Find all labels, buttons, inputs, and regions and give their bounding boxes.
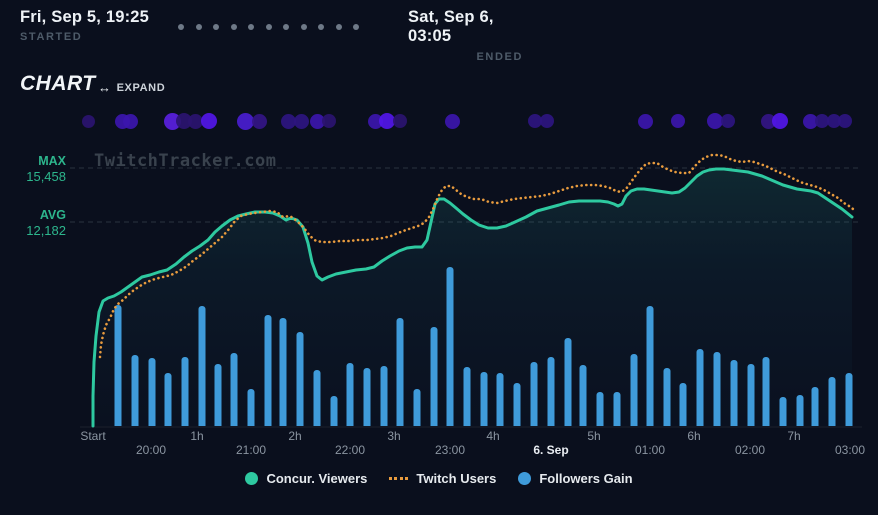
dotted-line-marker-icon (389, 477, 409, 480)
stream-event-dot[interactable] (637, 113, 653, 129)
x-axis-tick: 1h (190, 429, 204, 443)
stream-start-datetime: Fri, Sep 5, 19:25 (20, 8, 150, 26)
max-viewers-label: MAX (38, 154, 66, 168)
stream-event-dot[interactable] (309, 113, 325, 129)
legend-label: Concur. Viewers (266, 471, 368, 486)
stream-event-dot[interactable] (367, 113, 383, 129)
stream-event-dot[interactable] (707, 113, 723, 129)
legend-item-twitch-users[interactable]: Twitch Users (389, 471, 496, 486)
stream-event-dot[interactable] (827, 114, 841, 128)
stream-event-dot[interactable] (838, 114, 852, 128)
x-axis-tick: 03:00 (834, 443, 866, 457)
x-axis-tick: 3h (387, 429, 401, 443)
expand-button-label: EXPAND (116, 81, 166, 94)
x-axis-tick: 6h (687, 429, 701, 443)
separator-dot (195, 24, 202, 30)
legend-item-concur-viewers[interactable]: Concur. Viewers (245, 471, 367, 486)
separator-dot (265, 24, 272, 30)
x-axis-tick: 7h (787, 429, 801, 443)
stream-event-dot[interactable] (201, 113, 217, 129)
legend-label: Twitch Users (416, 471, 497, 486)
ended-label: ENDED (476, 51, 523, 63)
separator-dot (353, 24, 359, 30)
x-axis-tick: 02:00 (734, 443, 766, 457)
stream-event-dot[interactable] (293, 113, 309, 129)
stream-event-dot[interactable] (802, 113, 818, 129)
separator-dot (213, 24, 219, 30)
x-axis-tick: 01:00 (634, 443, 666, 457)
twitchtracker-watermark: TwitchTracker.com (94, 151, 277, 171)
stream-event-dot[interactable] (540, 114, 554, 128)
expand-chart-button[interactable]: ↔ EXPAND (98, 80, 165, 95)
stream-end-datetime: Sat, Sep 6, 03:05 (408, 8, 494, 45)
stream-event-dot[interactable] (671, 114, 685, 128)
stream-event-dot[interactable] (772, 113, 788, 129)
x-axis-tick: 4h (486, 429, 500, 443)
circle-marker-icon (245, 472, 259, 485)
stream-event-dot[interactable] (187, 113, 203, 129)
chart-section-title: CHART (20, 72, 96, 95)
stream-event-dot[interactable] (815, 114, 829, 128)
separator-dot (318, 24, 324, 30)
avg-viewers-value: 12,182 (26, 223, 66, 238)
separator-dot (283, 24, 289, 30)
x-axis-tick: 23:00 (434, 443, 466, 457)
stream-event-dot[interactable] (81, 114, 95, 128)
legend-item-followers-gain[interactable]: Followers Gain (518, 471, 633, 486)
stream-event-dot[interactable] (251, 113, 267, 129)
stream-event-dot[interactable] (528, 114, 542, 128)
x-axis-tick: 2h (288, 429, 302, 443)
x-axis: Start 20:00 1h 21:00 2h 22:00 3h 23:00 4h 6. Sep 5… (80, 429, 866, 457)
stream-event-dot[interactable] (236, 112, 254, 130)
stream-event-dot[interactable] (280, 113, 296, 129)
duration-dots-separator (178, 24, 359, 30)
x-axis-tick: 22:00 (334, 443, 366, 457)
x-axis-tick: 6. Sep (533, 443, 569, 457)
separator-dot (230, 24, 237, 30)
stream-event-dot[interactable] (393, 114, 407, 128)
separator-dot (248, 24, 254, 30)
avg-viewers-label: AVG (39, 208, 66, 222)
x-axis-tick: 21:00 (235, 443, 267, 457)
stream-event-dot[interactable] (379, 113, 395, 129)
legend-label: Followers Gain (539, 471, 633, 486)
x-axis-tick: 5h (587, 429, 601, 443)
separator-dot (178, 24, 184, 30)
stream-event-dot[interactable] (322, 114, 336, 128)
started-label: STARTED (20, 31, 83, 43)
x-axis-tick: Start (80, 429, 106, 443)
separator-dot (335, 24, 342, 30)
x-axis-tick: 20:00 (135, 443, 167, 457)
stream-event-dot[interactable] (760, 113, 776, 129)
stream-event-dot[interactable] (721, 114, 735, 128)
separator-dot (300, 24, 307, 30)
max-viewers-value: 15,458 (26, 169, 66, 184)
stream-event-dot[interactable] (444, 113, 460, 129)
expand-arrows-icon: ↔ (98, 80, 112, 95)
stream-event-dot[interactable] (122, 113, 138, 129)
stream-events-row (0, 0, 878, 140)
circle-marker-icon (518, 472, 532, 485)
chart-legend: Concur. Viewers Twitch Users Followers Gai… (0, 471, 878, 486)
